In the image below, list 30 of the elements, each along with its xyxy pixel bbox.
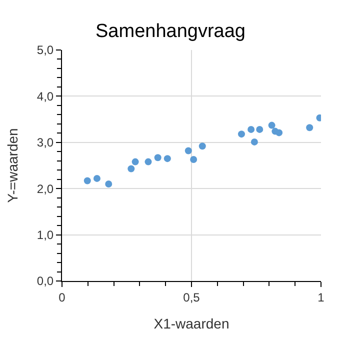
y-tick-label: 5,0 [36, 43, 54, 58]
point [184, 147, 192, 154]
y-tick-label: 1,0 [36, 228, 54, 242]
point [276, 129, 283, 136]
point [128, 165, 135, 172]
y-tick-label: 0,0 [36, 274, 54, 288]
point [144, 158, 152, 166]
x-axis-title: X1-waarden [154, 316, 230, 332]
y-tick-label: 4,0 [36, 89, 54, 104]
point [256, 126, 264, 133]
point [105, 180, 112, 188]
point [198, 142, 206, 150]
y-tick-label: 2,0 [36, 182, 54, 196]
point [154, 154, 162, 162]
point [190, 156, 198, 163]
y-tick-label: 3,0 [36, 136, 54, 150]
x-tick-label: 0 [58, 290, 66, 304]
x-tick-label: 1 [318, 290, 325, 304]
point [93, 174, 100, 182]
point [268, 122, 276, 129]
x-tick-label: 0,5 [183, 290, 200, 304]
point [248, 126, 255, 133]
y-axis-title: Y-=waarden [4, 128, 21, 203]
point [238, 130, 245, 138]
point [306, 124, 314, 132]
point [164, 155, 171, 162]
point [250, 138, 258, 146]
point [132, 158, 139, 166]
point [84, 177, 91, 184]
chart-title: Samenhangvraag [96, 21, 246, 42]
